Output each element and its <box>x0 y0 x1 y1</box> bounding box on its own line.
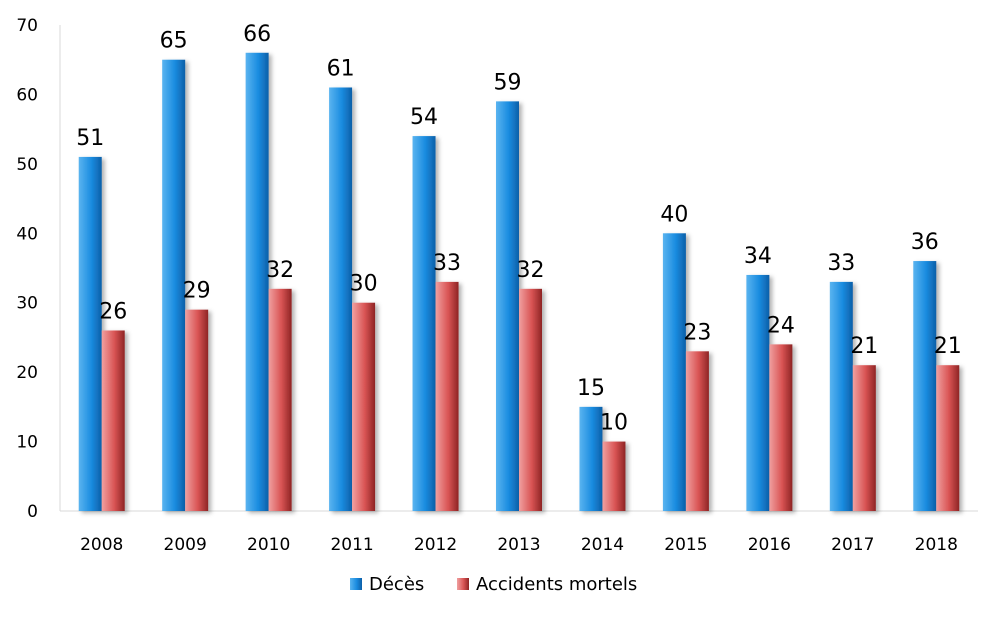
data-label: 33 <box>827 251 855 276</box>
bar-accidents-mortels <box>435 281 459 511</box>
data-label: 61 <box>327 56 355 81</box>
bar-accidents-mortels <box>602 441 626 511</box>
bar-accidents-mortels <box>685 351 709 511</box>
y-tick-label: 60 <box>16 85 38 105</box>
data-label: 10 <box>600 411 628 436</box>
bar-deces <box>245 52 269 512</box>
bar-deces <box>913 261 937 511</box>
data-label: 51 <box>76 126 104 151</box>
x-tick-label: 2015 <box>664 535 707 555</box>
bar-accidents-mortels <box>268 288 292 511</box>
x-axis: 2008 2009 2010 2011 2012 2013 2014 2015 2016 2017… <box>60 510 978 555</box>
data-label: 26 <box>99 299 127 324</box>
bar-deces <box>579 406 603 511</box>
bar-accidents-mortels <box>852 365 876 511</box>
bar-deces <box>829 281 853 511</box>
data-label: 36 <box>911 230 939 255</box>
bar-deces <box>162 59 186 511</box>
legend: Décès Accidents mortels <box>350 574 637 595</box>
data-label: 15 <box>577 376 605 401</box>
bar-accidents-mortels <box>185 309 209 511</box>
legend-label: Accidents mortels <box>476 574 637 595</box>
legend-swatch-deces <box>350 578 362 590</box>
data-label: 66 <box>243 22 271 47</box>
x-tick-label: 2018 <box>915 535 958 555</box>
bar-deces <box>662 233 686 512</box>
data-label: 59 <box>494 70 522 95</box>
bar-deces <box>78 156 102 511</box>
y-tick-label: 40 <box>16 224 38 244</box>
bar-accidents-mortels <box>352 302 376 511</box>
data-label: 30 <box>350 272 378 297</box>
bar-deces <box>329 87 353 511</box>
data-label: 33 <box>433 251 461 276</box>
y-tick-label: 10 <box>16 433 38 453</box>
x-tick-label: 2016 <box>748 535 791 555</box>
legend-label: Décès <box>369 574 424 595</box>
y-tick-label: 30 <box>16 294 38 314</box>
bar-deces <box>496 101 519 511</box>
data-label: 32 <box>266 258 294 283</box>
bar-deces <box>746 274 770 511</box>
data-label: 21 <box>850 334 878 359</box>
x-tick-label: 2012 <box>414 535 457 555</box>
bar-accidents-mortels <box>101 330 125 511</box>
bar-accidents-mortels <box>769 344 793 511</box>
x-tick-label: 2014 <box>581 535 624 555</box>
bar-deces <box>412 136 436 512</box>
y-tick-label: 70 <box>16 16 38 36</box>
y-tick-label: 20 <box>16 363 38 383</box>
x-tick-label: 2017 <box>831 535 874 555</box>
data-label: 40 <box>660 202 688 227</box>
y-axis: 0 10 20 30 40 50 60 70 <box>16 16 61 522</box>
data-label: 34 <box>744 244 772 269</box>
x-tick-label: 2011 <box>330 535 373 555</box>
data-label-group: 51 65 66 61 54 59 15 40 34 33 36 26 29 32 30 33 32 10 23 24… <box>76 22 962 436</box>
data-label: 29 <box>183 279 211 304</box>
data-label: 21 <box>934 334 962 359</box>
bar-accidents-mortels <box>936 365 960 511</box>
data-label: 65 <box>160 29 188 54</box>
data-label: 23 <box>683 320 711 345</box>
legend-swatch-accidents-mortels <box>457 578 469 590</box>
data-label: 32 <box>517 258 545 283</box>
x-tick-label: 2008 <box>80 535 123 555</box>
x-tick-label: 2013 <box>497 535 540 555</box>
x-tick-label: 2009 <box>164 535 207 555</box>
y-tick-label: 50 <box>16 155 38 175</box>
y-tick-label: 0 <box>27 502 38 522</box>
bar-accidents-mortels <box>519 288 542 511</box>
data-label: 24 <box>767 313 795 338</box>
x-tick-label: 2010 <box>247 535 290 555</box>
data-label: 54 <box>410 105 438 130</box>
bar-series-group <box>78 52 960 512</box>
